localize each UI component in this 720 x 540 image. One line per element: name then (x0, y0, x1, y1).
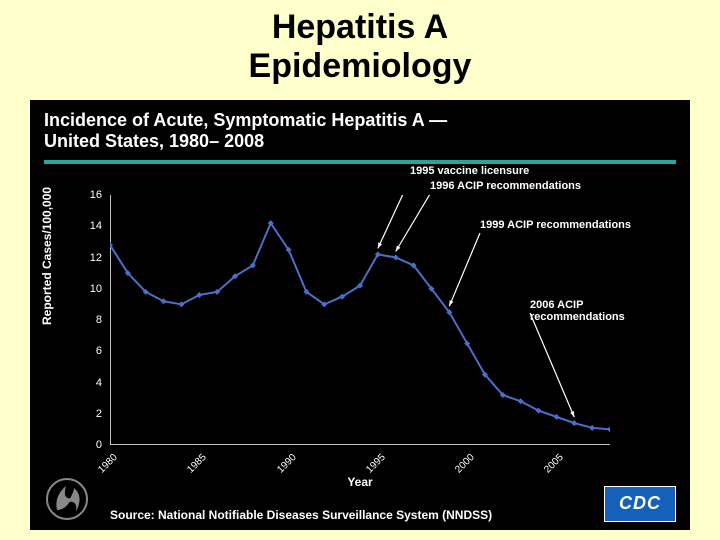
y-tick-label: 12 (78, 252, 102, 264)
y-tick-label: 4 (78, 377, 102, 389)
y-tick-label: 8 (78, 314, 102, 326)
annotation-arrowhead (396, 246, 401, 252)
y-axis-label: Reported Cases/100,000 (40, 187, 54, 325)
cdc-logo: CDC (604, 486, 676, 522)
chart-title: Incidence of Acute, Symptomatic Hepatiti… (30, 100, 690, 156)
chart-container: Incidence of Acute, Symptomatic Hepatiti… (30, 100, 690, 530)
annotation-arrow (449, 233, 480, 306)
annotation-arrowhead (570, 411, 574, 417)
y-tick-label: 6 (78, 345, 102, 357)
annotation-arrow (530, 313, 574, 417)
data-marker (553, 414, 559, 420)
data-marker (589, 425, 595, 431)
annotation-label: 1996 ACIP recommendations (430, 180, 581, 192)
annotation-arrowhead (449, 300, 453, 306)
hhs-logo (44, 476, 90, 522)
y-tick-label: 10 (78, 283, 102, 295)
y-tick-label: 16 (78, 189, 102, 201)
annotation-label: 1995 vaccine licensure (410, 165, 529, 177)
annotation-arrowhead (378, 243, 382, 249)
data-marker (571, 420, 577, 426)
y-tick-label: 0 (78, 439, 102, 451)
source-text: Source: National Notifiable Diseases Sur… (110, 508, 492, 522)
y-tick-label: 14 (78, 220, 102, 232)
data-marker (607, 427, 610, 433)
y-tick-label: 2 (78, 408, 102, 420)
data-marker (393, 255, 399, 261)
x-axis-label: Year (110, 475, 610, 489)
title-underline (44, 160, 676, 164)
annotation-label: 1999 ACIP recommendations (480, 219, 631, 231)
annotation-arrow (378, 195, 410, 248)
annotation-arrow (396, 195, 430, 252)
page-title: Hepatitis AEpidemiology (0, 0, 720, 86)
annotation-label: 2006 ACIPrecommendations (530, 299, 625, 323)
